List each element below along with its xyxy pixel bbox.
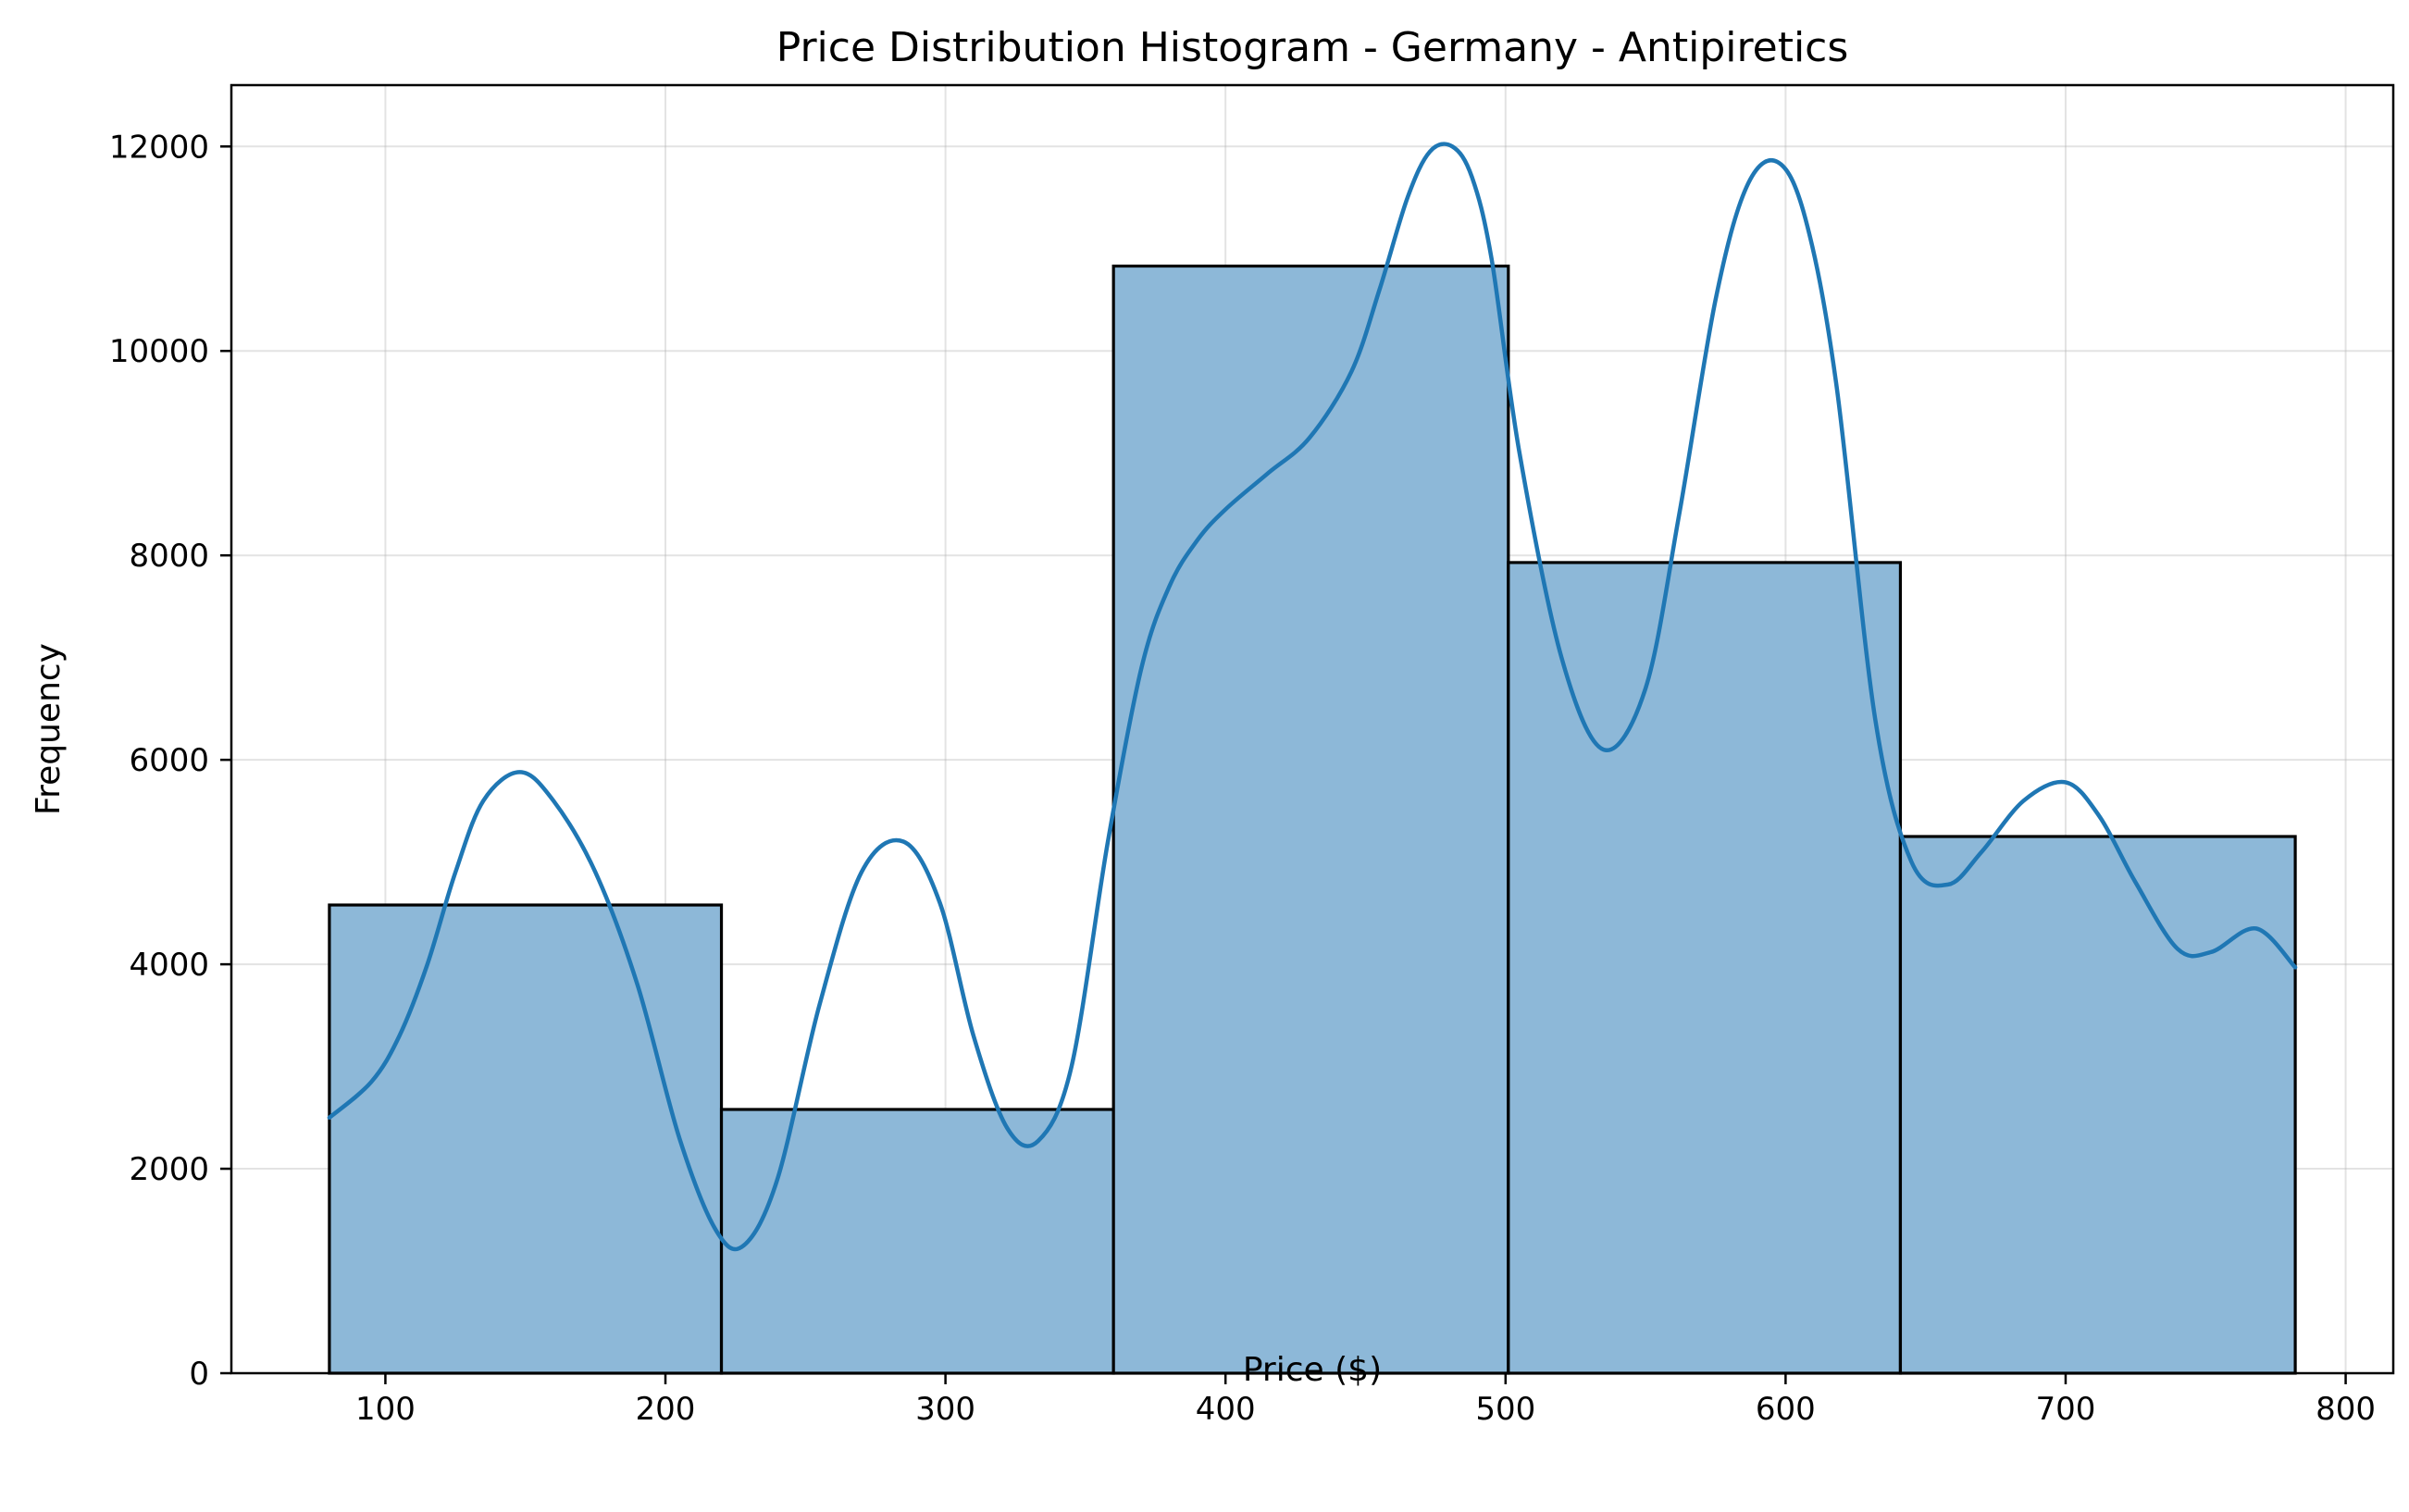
x-tick-label: 400 xyxy=(1196,1391,1256,1428)
y-tick-label: 10000 xyxy=(109,333,209,370)
chart-title: Price Distribution Histogram - Germany -… xyxy=(776,24,1849,71)
x-tick-label: 300 xyxy=(915,1391,975,1428)
y-tick-label: 2000 xyxy=(129,1151,209,1188)
y-tick-label: 8000 xyxy=(129,538,209,575)
histogram-bars xyxy=(328,264,2297,1375)
y-tick-label: 0 xyxy=(189,1356,209,1393)
x-axis-label: Price ($) xyxy=(1243,1351,1382,1389)
x-tick-label: 800 xyxy=(2316,1391,2376,1428)
axes xyxy=(220,83,2395,1384)
plot-frame xyxy=(230,83,2395,1375)
histogram-bar xyxy=(1898,835,2297,1375)
y-tick-label: 6000 xyxy=(129,742,209,779)
kde-curve xyxy=(327,142,2298,1252)
x-tick-label: 700 xyxy=(2036,1391,2096,1428)
histogram-bar xyxy=(1111,264,1510,1375)
histogram-bar xyxy=(719,1108,1115,1375)
density-curve xyxy=(327,142,2298,1252)
y-tick-label: 12000 xyxy=(109,129,209,166)
y-axis-label: Frequency xyxy=(30,643,68,815)
x-tick-label: 500 xyxy=(1475,1391,1535,1428)
x-tick-label: 600 xyxy=(1756,1391,1816,1428)
histogram-bar xyxy=(328,903,724,1375)
tick-labels: 100 200 300 400 500 600 700 8000200040006000800… xyxy=(109,129,2376,1428)
histogram-bar xyxy=(1507,561,1903,1375)
y-tick-label: 4000 xyxy=(129,947,209,984)
x-tick-label: 200 xyxy=(636,1391,696,1428)
x-tick-label: 100 xyxy=(355,1391,416,1428)
